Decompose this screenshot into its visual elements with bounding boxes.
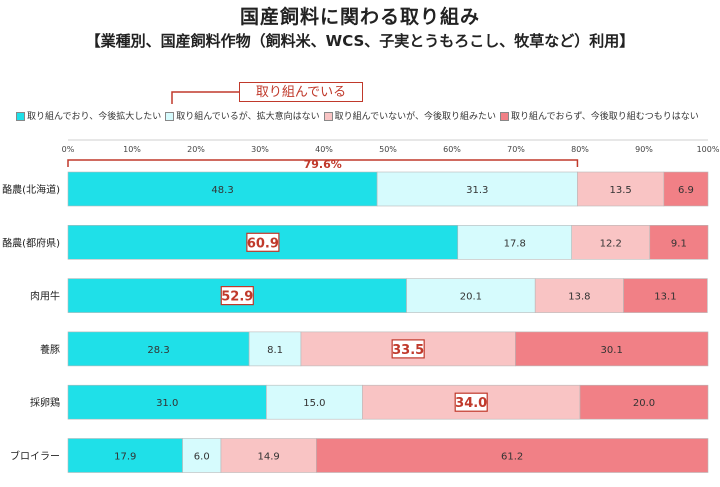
data-label: 6.9 bbox=[678, 185, 694, 196]
x-tick-label: 100% bbox=[697, 145, 720, 154]
legend-item: 取り組んでいないが、今後取り組みたい bbox=[323, 109, 496, 122]
bar-segment bbox=[67, 171, 378, 207]
bar-segment bbox=[316, 438, 709, 473]
highlight-box bbox=[391, 339, 425, 359]
bar-segment bbox=[515, 331, 709, 367]
bracket-line bbox=[67, 159, 579, 167]
annotation-box: 取り組んでいる bbox=[239, 82, 363, 102]
x-tick-label: 30% bbox=[251, 145, 269, 154]
data-label: 33.5 bbox=[392, 343, 424, 358]
data-label: 48.3 bbox=[211, 185, 233, 196]
data-label: 13.8 bbox=[568, 292, 590, 303]
data-label: 17.9 bbox=[114, 452, 136, 463]
category-label: 酪農(北海道) bbox=[2, 183, 60, 196]
data-label: 12.2 bbox=[600, 238, 622, 249]
chart-title: 国産飼料に関わる取り組み bbox=[239, 6, 480, 28]
x-tick-label: 80% bbox=[571, 145, 589, 154]
data-label: 31.0 bbox=[156, 398, 178, 409]
highlight-box bbox=[454, 392, 488, 412]
data-label: 14.9 bbox=[258, 452, 280, 463]
category-label: 養豚 bbox=[40, 343, 60, 356]
annotation-connector bbox=[171, 91, 239, 104]
data-label: 34.0 bbox=[455, 396, 487, 411]
category-label: ブロイラー bbox=[10, 450, 60, 463]
x-tick-label: 20% bbox=[187, 145, 205, 154]
data-label: 9.1 bbox=[671, 238, 687, 249]
bar-segment bbox=[623, 278, 708, 313]
x-tick-label: 60% bbox=[443, 145, 461, 154]
bar-segment bbox=[67, 438, 183, 473]
category-label: 肉用牛 bbox=[30, 290, 60, 303]
category-label: 採卵鶏 bbox=[30, 396, 60, 409]
legend-item: 取り組んでおらず、今後取り組むつもりはない bbox=[499, 109, 699, 122]
bar-segment bbox=[649, 225, 709, 260]
bar-segment bbox=[266, 384, 363, 420]
bar-segment bbox=[663, 171, 709, 207]
legend-label: 取り組んでいるが、拡大意向はない bbox=[176, 112, 320, 122]
x-tick-label: 10% bbox=[123, 145, 141, 154]
legend-item: 取り組んでいるが、拡大意向はない bbox=[165, 109, 320, 122]
data-label: 13.1 bbox=[654, 292, 676, 303]
data-label: 20.0 bbox=[633, 398, 655, 409]
category-label: 酪農(都府県) bbox=[2, 236, 60, 249]
legend-swatch bbox=[323, 112, 333, 121]
x-tick-label: 0% bbox=[62, 145, 75, 154]
legend: 取り組んでおり、今後拡大したい 取り組んでいるが、拡大意向はない 取り組んでいないが… bbox=[16, 109, 703, 122]
legend-swatch bbox=[165, 112, 175, 121]
bar-segment bbox=[579, 384, 709, 420]
legend-label: 取り組んでおり、今後拡大したい bbox=[27, 112, 162, 122]
chart-subtitle: 【業種別、国産飼料作物（飼料米、WCS、子実とうもろこし、牧草など）利用】 bbox=[85, 32, 635, 50]
x-tick-label: 40% bbox=[315, 145, 333, 154]
legend-label: 取り組んでいないが、今後取り組みたい bbox=[334, 112, 496, 122]
bracket-label: 79.6% bbox=[304, 158, 342, 171]
data-label: 28.3 bbox=[147, 345, 169, 356]
data-label: 52.9 bbox=[221, 290, 253, 305]
bar-segment bbox=[67, 331, 250, 367]
legend-item: 取り組んでおり、今後拡大したい bbox=[16, 109, 161, 122]
bar-segment bbox=[248, 331, 302, 367]
legend-label: 取り組んでおらず、今後取り組むつもりはない bbox=[510, 112, 699, 122]
highlight-box bbox=[246, 232, 280, 252]
bar-segment bbox=[406, 278, 536, 313]
data-label: 61.2 bbox=[501, 452, 523, 463]
bar-segment bbox=[534, 278, 624, 313]
bar-segment bbox=[67, 384, 267, 420]
data-label: 13.5 bbox=[610, 185, 632, 196]
data-label: 17.8 bbox=[504, 238, 526, 249]
data-label: 30.1 bbox=[601, 345, 623, 356]
legend-swatch bbox=[16, 112, 25, 121]
bar-segment bbox=[220, 438, 317, 473]
data-label: 15.0 bbox=[303, 398, 325, 409]
data-label: 8.1 bbox=[267, 345, 283, 356]
data-label: 6.0 bbox=[194, 452, 210, 463]
x-tick-label: 50% bbox=[379, 145, 397, 154]
highlight-box bbox=[220, 286, 254, 306]
x-tick-label: 90% bbox=[635, 145, 653, 154]
legend-swatch bbox=[499, 112, 509, 121]
data-label: 20.1 bbox=[460, 292, 482, 303]
data-label: 60.9 bbox=[247, 236, 279, 251]
data-label: 31.3 bbox=[466, 185, 488, 196]
x-tick-label: 70% bbox=[507, 145, 525, 154]
bar-segment bbox=[376, 171, 578, 207]
